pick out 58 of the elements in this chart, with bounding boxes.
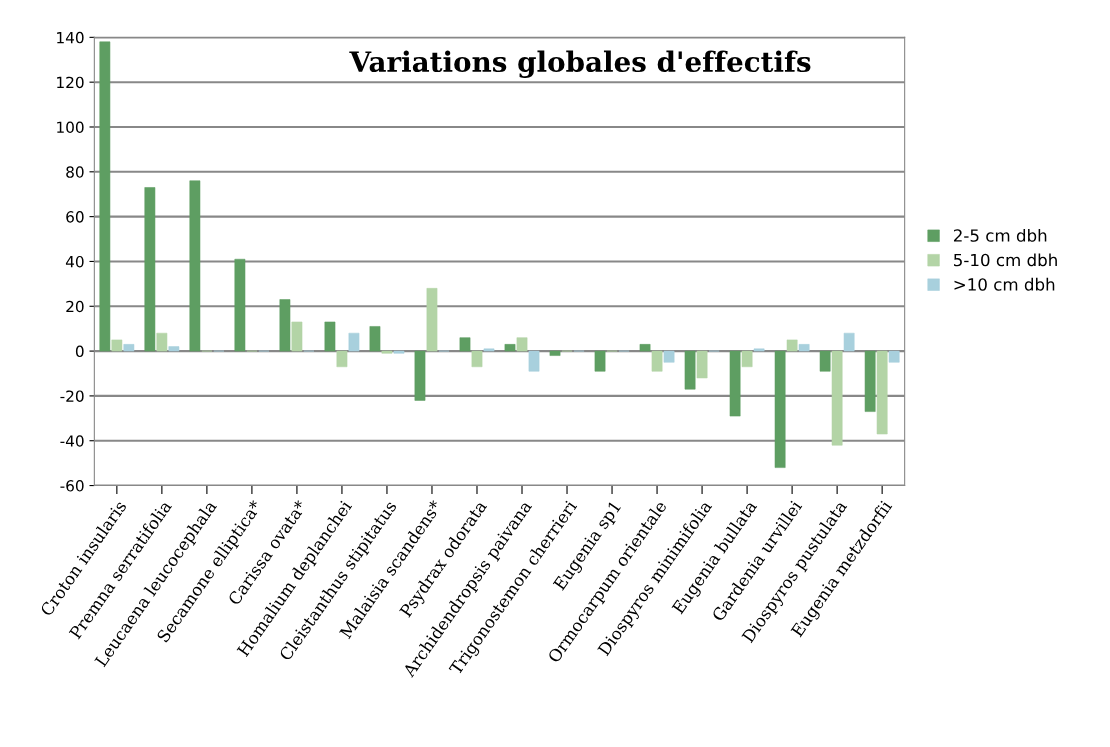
y-tick-label: -60 — [60, 480, 84, 492]
bar — [651, 350, 663, 372]
bar — [324, 321, 336, 352]
bar — [111, 339, 123, 352]
bar — [156, 332, 168, 352]
bar — [414, 350, 426, 401]
bar — [876, 350, 888, 435]
bar — [528, 350, 540, 372]
y-tick-label: 100 — [57, 121, 84, 134]
y-tick-label: 80 — [66, 166, 84, 178]
bar — [819, 350, 831, 372]
y-tick-label: 140 — [57, 31, 84, 44]
chart-title: Variations globales d'effectifs — [349, 50, 811, 78]
legend-label: >10 cm dbh — [954, 277, 1055, 291]
bar — [291, 321, 303, 352]
bar — [336, 350, 348, 368]
bar — [189, 180, 201, 352]
y-tick-label: 120 — [57, 76, 84, 89]
bar — [774, 350, 786, 468]
bar — [888, 350, 900, 363]
bar — [729, 350, 741, 417]
legend-label: 5-10 cm dbh — [954, 253, 1057, 267]
bar — [393, 350, 405, 354]
bar — [843, 332, 855, 352]
bar — [549, 350, 561, 356]
bar — [459, 337, 471, 352]
y-tick-label: 0 — [75, 345, 84, 358]
bar — [168, 346, 180, 352]
y-tick-label: 60 — [66, 211, 84, 223]
bar — [483, 348, 495, 352]
bar — [639, 344, 651, 352]
y-tick-label: -20 — [60, 390, 84, 402]
y-tick-label: -40 — [60, 435, 84, 447]
bar — [786, 339, 798, 352]
bar — [123, 344, 135, 352]
bar — [798, 344, 810, 352]
bar — [279, 299, 291, 352]
bar — [696, 350, 708, 379]
y-tick-label: 20 — [66, 300, 84, 313]
y-tick-label: 40 — [65, 255, 84, 268]
bar — [234, 258, 246, 352]
bar — [348, 332, 360, 352]
bar — [516, 337, 528, 352]
bar — [99, 41, 111, 352]
bar — [471, 350, 483, 368]
bar — [864, 350, 876, 412]
bar — [426, 288, 438, 352]
legend-label: 2-5 cm dbh — [953, 228, 1047, 242]
bar — [504, 344, 516, 352]
bar — [831, 350, 843, 446]
bar — [741, 350, 753, 368]
bar — [381, 350, 393, 354]
bar — [684, 350, 696, 390]
bar — [144, 187, 156, 352]
bar — [594, 350, 606, 372]
bar — [369, 326, 381, 352]
bar — [753, 348, 765, 352]
bar — [663, 350, 675, 363]
